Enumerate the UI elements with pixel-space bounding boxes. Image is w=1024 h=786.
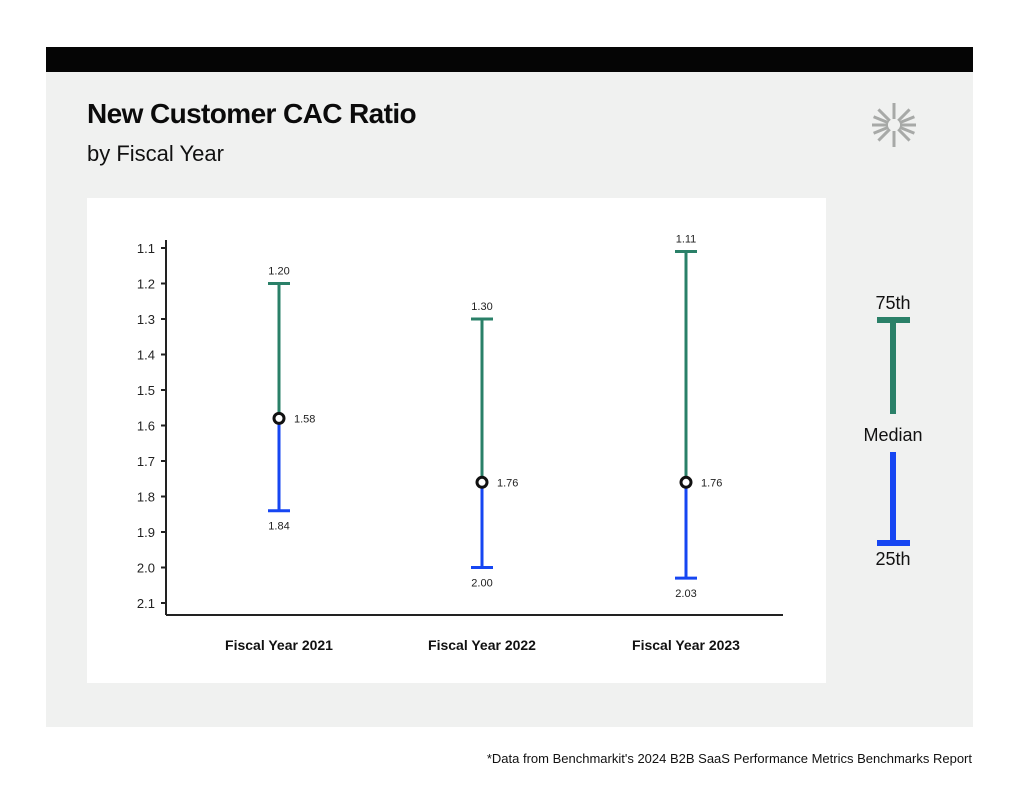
chart-card: 1.1 1.2 1.3 1.4 1.5 1.6 1.7 1.8 1.9 2.0 2.1 Fiscal …: [87, 198, 826, 683]
legend-label-25th: 25th: [875, 549, 911, 569]
logo-ray: [897, 128, 911, 142]
y-tick-label: 1.3: [137, 312, 155, 327]
x-category-label: Fiscal Year 2022: [428, 637, 536, 653]
median-value-label: 1.58: [294, 413, 315, 425]
range-chart: 1.1 1.2 1.3 1.4 1.5 1.6 1.7 1.8 1.9 2.0 2.1 Fiscal …: [137, 234, 783, 653]
y-tick-label: 2.1: [137, 596, 155, 611]
median-point: [272, 411, 286, 425]
logo-ray: [899, 115, 915, 125]
legend-label-median: Median: [863, 425, 923, 445]
logo-ray: [873, 115, 889, 125]
upper-value-label: 1.20: [268, 266, 289, 278]
legend-lower-bar: [890, 452, 896, 544]
median-point: [475, 475, 489, 489]
logo-ray: [877, 108, 891, 122]
lower-value-label: 1.84: [268, 521, 289, 533]
y-tick-label: 1.1: [137, 241, 155, 256]
logo-ray: [899, 125, 915, 135]
logo-ray: [897, 108, 911, 122]
source-footnote: *Data from Benchmarkit's 2024 B2B SaaS P…: [486, 751, 972, 766]
y-tick-label: 1.5: [137, 383, 155, 398]
y-tick-label: 2.0: [137, 561, 155, 576]
legend-lower-cap: [877, 540, 910, 546]
upper-value-label: 1.30: [471, 301, 492, 313]
median-value-label: 1.76: [701, 477, 722, 489]
y-tick-label: 1.6: [137, 419, 155, 434]
chart-subtitle: by Fiscal Year: [87, 141, 224, 166]
x-category-label: Fiscal Year 2023: [632, 637, 740, 653]
y-tick-label: 1.9: [137, 525, 155, 540]
lower-value-label: 2.03: [675, 588, 696, 600]
legend-upper-bar: [890, 320, 896, 414]
logo-ray: [877, 128, 891, 142]
y-tick-label: 1.7: [137, 454, 155, 469]
logo-ray: [873, 125, 889, 135]
top-banner-bar: [46, 47, 973, 72]
legend: 75th Median 25th: [830, 285, 956, 585]
chart-title: New Customer CAC Ratio: [87, 98, 417, 129]
y-tick-label: 1.8: [137, 490, 155, 505]
y-tick-label: 1.2: [137, 277, 155, 292]
lower-value-label: 2.00: [471, 578, 492, 590]
upper-value-label: 1.11: [676, 234, 697, 246]
median-value-label: 1.76: [497, 477, 518, 489]
x-category-label: Fiscal Year 2021: [225, 637, 333, 653]
median-point: [679, 475, 693, 489]
y-tick-label: 1.4: [137, 348, 155, 363]
asterisk-burst-logo-icon: [872, 103, 916, 147]
legend-label-75th: 75th: [875, 293, 911, 313]
legend-graphic: [877, 317, 910, 546]
